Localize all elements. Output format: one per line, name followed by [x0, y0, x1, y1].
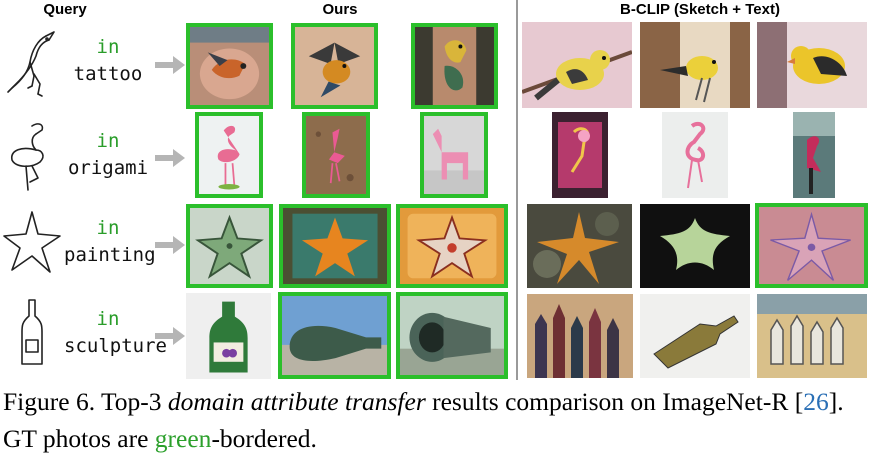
result-ours-row3-1 — [186, 204, 273, 288]
domain-word: tattoo — [73, 63, 143, 85]
in-word: in — [96, 308, 120, 330]
citation-link[interactable]: 26 — [803, 387, 829, 416]
result-ours-row2-2 — [302, 112, 370, 198]
result-bclip-row1-3 — [757, 22, 867, 108]
arrow-icon — [155, 149, 185, 167]
result-ours-row4-1 — [186, 293, 271, 379]
figure-caption: Figure 6. Top-3 domain attribute transfe… — [3, 383, 871, 457]
caption-suffix: -bordered. — [211, 424, 317, 453]
query-text-row2: in origami — [64, 128, 152, 182]
arrow-icon — [155, 236, 185, 254]
result-ours-row1-3 — [411, 23, 498, 109]
result-bclip-row3-1 — [527, 204, 632, 288]
result-ours-row1-1 — [186, 23, 273, 109]
flamingo-sketch-icon — [2, 120, 62, 192]
result-ours-row3-2 — [279, 204, 391, 288]
caption-mid2: ]. GT photos are — [3, 387, 844, 453]
result-bclip-row2-3 — [793, 112, 835, 198]
result-bclip-row2-1 — [552, 112, 608, 198]
in-word: in — [96, 130, 120, 152]
column-divider — [516, 0, 518, 380]
in-word: in — [96, 36, 120, 58]
result-bclip-row1-2 — [640, 22, 750, 108]
bird-sketch-icon — [2, 28, 62, 100]
caption-italic: domain attribute transfer — [167, 387, 426, 416]
query-text-row3: in painting — [64, 215, 156, 269]
domain-word: painting — [64, 244, 156, 266]
domain-word: origami — [67, 157, 149, 179]
result-bclip-row1-1 — [522, 22, 632, 108]
result-ours-row4-2 — [278, 292, 391, 379]
in-word: in — [96, 217, 120, 239]
result-ours-row4-3 — [396, 292, 508, 379]
bclip-header: B-CLIP (Sketch + Text) — [620, 1, 780, 18]
query-header: Query — [43, 1, 87, 18]
result-ours-row2-3 — [420, 112, 488, 198]
arrow-icon — [155, 327, 185, 345]
query-text-row4: in sculpture — [64, 306, 167, 360]
query-text-row1: in tattoo — [64, 34, 152, 88]
result-bclip-row4-1 — [527, 294, 633, 378]
result-bclip-row4-3 — [757, 294, 867, 378]
result-ours-row1-2 — [291, 23, 378, 109]
caption-green-word: green — [154, 424, 212, 453]
result-bclip-row3-2 — [640, 204, 750, 288]
caption-prefix: Figure 6. Top-3 — [3, 387, 168, 416]
arrow-icon — [155, 56, 185, 74]
domain-word: sculpture — [64, 335, 167, 357]
starfish-sketch-icon — [2, 206, 62, 278]
result-bclip-row3-3 — [755, 203, 868, 288]
ours-header: Ours — [322, 1, 358, 18]
result-bclip-row2-2 — [662, 112, 728, 198]
caption-mid: results comparison on ImageNet-R [ — [425, 387, 804, 416]
result-bclip-row4-2 — [640, 294, 750, 378]
result-ours-row3-3 — [396, 204, 508, 288]
bottle-sketch-icon — [2, 296, 62, 368]
result-ours-row2-1 — [195, 112, 263, 198]
